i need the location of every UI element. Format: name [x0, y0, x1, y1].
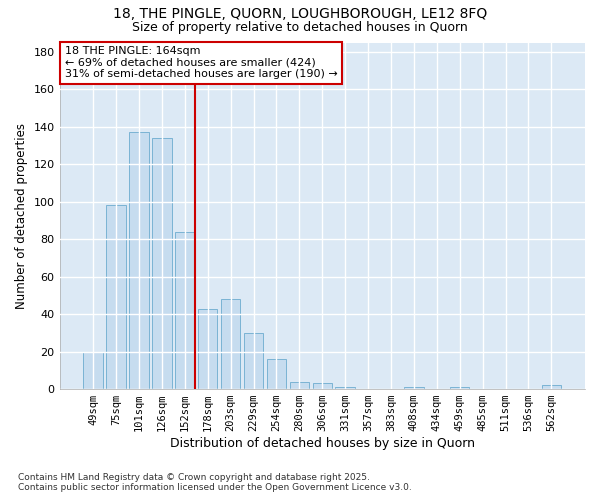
Y-axis label: Number of detached properties: Number of detached properties	[15, 123, 28, 309]
Text: 18 THE PINGLE: 164sqm
← 69% of detached houses are smaller (424)
31% of semi-det: 18 THE PINGLE: 164sqm ← 69% of detached …	[65, 46, 338, 79]
Bar	[244, 333, 263, 389]
Bar	[175, 232, 194, 389]
Bar	[129, 132, 149, 389]
Bar	[221, 299, 241, 389]
Bar	[313, 384, 332, 389]
Bar	[106, 206, 126, 389]
Bar	[290, 382, 309, 389]
Bar	[542, 386, 561, 389]
Text: Size of property relative to detached houses in Quorn: Size of property relative to detached ho…	[132, 21, 468, 34]
Bar	[198, 308, 217, 389]
Bar	[83, 352, 103, 389]
X-axis label: Distribution of detached houses by size in Quorn: Distribution of detached houses by size …	[170, 437, 475, 450]
Bar	[267, 359, 286, 389]
Bar	[152, 138, 172, 389]
Text: Contains HM Land Registry data © Crown copyright and database right 2025.
Contai: Contains HM Land Registry data © Crown c…	[18, 473, 412, 492]
Bar	[335, 387, 355, 389]
Text: 18, THE PINGLE, QUORN, LOUGHBOROUGH, LE12 8FQ: 18, THE PINGLE, QUORN, LOUGHBOROUGH, LE1…	[113, 8, 487, 22]
Bar	[404, 387, 424, 389]
Bar	[450, 387, 469, 389]
